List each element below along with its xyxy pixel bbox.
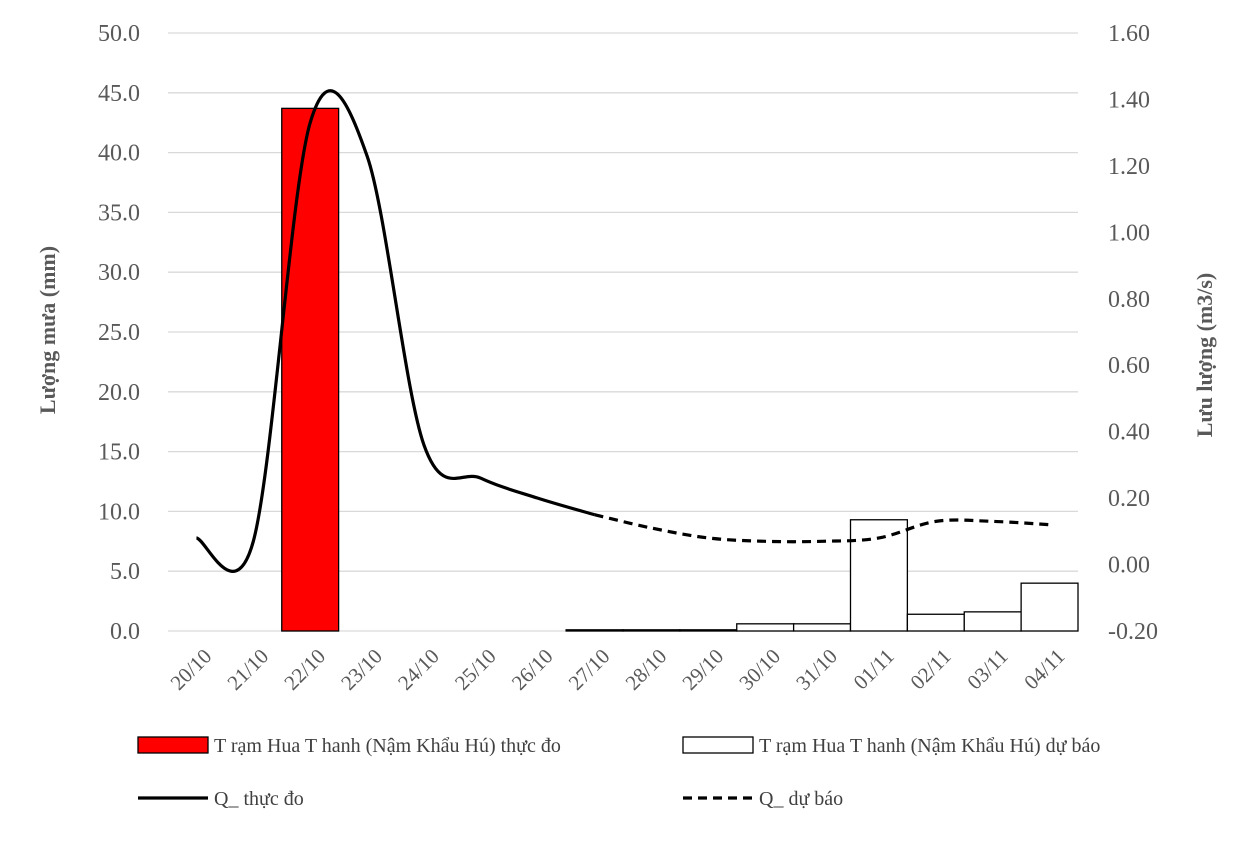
y2-tick-label: -0.20 <box>1108 619 1158 645</box>
y-tick-label: 5.0 <box>110 559 140 585</box>
legend: T rạm Hua T hanh (Nậm Khẩu Hú) thực đo T … <box>137 735 1100 810</box>
x-tick-label: 31/10 <box>791 644 842 695</box>
x-tick-label: 03/11 <box>962 644 1012 694</box>
legend-label: Q_ dự báo <box>759 788 843 810</box>
x-tick-label: 20/10 <box>166 644 217 695</box>
y-tick-label: 45.0 <box>98 81 140 107</box>
legend-label: T rạm Hua T hanh (Nậm Khẩu Hú) thực đo <box>214 735 561 757</box>
y-tick-label: 30.0 <box>98 260 140 286</box>
bar <box>281 107 340 632</box>
y2-tick-label: 0.80 <box>1108 287 1150 313</box>
x-tick-label: 22/10 <box>279 644 330 695</box>
legend-item: T rạm Hua T hanh (Nậm Khẩu Hú) dự báo <box>682 735 1100 757</box>
legend-item: T rạm Hua T hanh (Nậm Khẩu Hú) thực đo <box>137 735 561 757</box>
y-tick-label: 0.0 <box>110 619 140 645</box>
legend-item: Q_ thực đo <box>138 788 304 810</box>
x-tick-label: 01/11 <box>849 644 899 694</box>
x-tick-label: 21/10 <box>222 644 273 695</box>
y-tick-label: 15.0 <box>98 440 140 466</box>
y-tick-label: 35.0 <box>98 200 140 226</box>
x-tick-label: 26/10 <box>507 644 558 695</box>
bar <box>565 629 624 632</box>
x-tick-label: 25/10 <box>450 644 501 695</box>
left-axis-ticks: 0.0 5.0 10.0 15.0 20.0 25.0 30.0 35.0 40.0 45.0 50… <box>98 21 140 645</box>
bar <box>963 611 1022 632</box>
bar <box>679 629 738 632</box>
lines <box>195 89 1050 573</box>
y2-tick-label: 0.60 <box>1108 353 1150 379</box>
y2-tick-label: 0.20 <box>1108 486 1150 512</box>
bars <box>281 107 1079 632</box>
x-tick-label: 27/10 <box>564 644 615 695</box>
x-tick-label: 23/10 <box>336 644 387 695</box>
y-tick-label: 40.0 <box>98 141 140 167</box>
x-tick-label: 29/10 <box>677 644 728 695</box>
legend-label: Q_ thực đo <box>214 788 304 810</box>
bar <box>736 623 795 632</box>
bar <box>622 629 681 632</box>
y2-tick-label: 1.60 <box>1108 21 1150 47</box>
y2-tick-label: 0.00 <box>1108 553 1150 579</box>
legend-swatch <box>682 736 754 754</box>
y2-axis-title: Lưu lượng (m3/s) <box>1192 273 1217 438</box>
forecast-discharge-line <box>594 513 1050 544</box>
y2-tick-label: 0.40 <box>1108 420 1150 446</box>
x-tick-label: 02/11 <box>905 644 955 694</box>
right-axis-ticks: -0.20 0.00 0.20 0.40 0.60 0.80 1.00 1.20 1.40 1.6… <box>1108 21 1158 645</box>
bar <box>1020 582 1079 632</box>
y-tick-label: 25.0 <box>98 320 140 346</box>
x-tick-label: 30/10 <box>734 644 785 695</box>
x-axis-ticks: 20/10 21/10 22/10 23/10 24/10 25/10 26/10 27/10… <box>166 644 1070 695</box>
bar <box>906 613 965 632</box>
y-tick-label: 50.0 <box>98 21 140 47</box>
x-tick-label: 24/10 <box>393 644 444 695</box>
y2-tick-label: 1.40 <box>1108 87 1150 113</box>
observed-discharge-line <box>195 89 596 573</box>
x-tick-label: 28/10 <box>621 644 672 695</box>
y2-tick-label: 1.20 <box>1108 154 1150 180</box>
y2-tick-label: 1.00 <box>1108 220 1150 246</box>
y-axis-title: Lượng mưa (mm) <box>35 246 60 414</box>
x-tick-label: 04/11 <box>1019 644 1069 694</box>
legend-label: T rạm Hua T hanh (Nậm Khẩu Hú) dự báo <box>759 735 1100 757</box>
bar <box>792 623 852 632</box>
y-tick-label: 20.0 <box>98 380 140 406</box>
y-tick-label: 10.0 <box>98 499 140 525</box>
legend-item: Q_ dự báo <box>683 788 843 810</box>
legend-swatch <box>137 736 209 754</box>
